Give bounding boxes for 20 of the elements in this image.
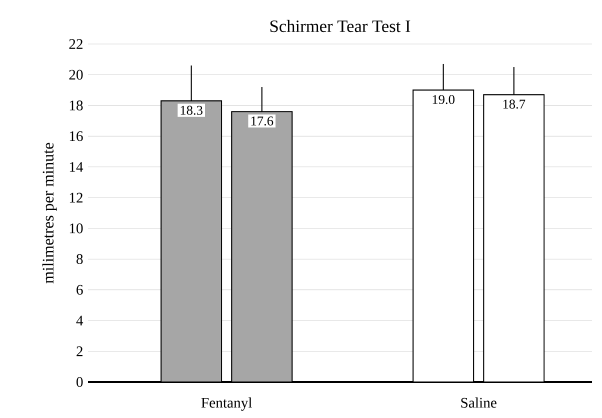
y-tick-label: 6 xyxy=(76,284,83,295)
y-tick-label: 10 xyxy=(70,223,83,234)
data-label: 17.6 xyxy=(251,116,274,126)
data-label: 18.7 xyxy=(503,100,526,109)
y-tick-label: 4 xyxy=(76,316,84,326)
y-tick-label: 12 xyxy=(70,192,82,202)
y-tick-label: 0 xyxy=(76,377,83,387)
y-tick-label: 8 xyxy=(76,254,83,264)
x-tick-label: Saline xyxy=(461,397,496,408)
y-tick-label: 16 xyxy=(70,131,83,142)
y-tick-label: 2 xyxy=(76,346,82,356)
y-tick-label: 22 xyxy=(69,39,82,49)
chart-title: Schirmer Tear Test I xyxy=(270,20,410,32)
data-label: 18.3 xyxy=(180,106,202,115)
y-tick-label: 20 xyxy=(69,70,83,80)
y-axis-title: milimetres per minute xyxy=(42,142,57,284)
y-tick-label: 18 xyxy=(70,100,83,110)
data-label: 19.0 xyxy=(432,95,454,104)
y-tick-label: 14 xyxy=(70,162,84,172)
x-tick-label: Fentanyl xyxy=(201,397,252,411)
